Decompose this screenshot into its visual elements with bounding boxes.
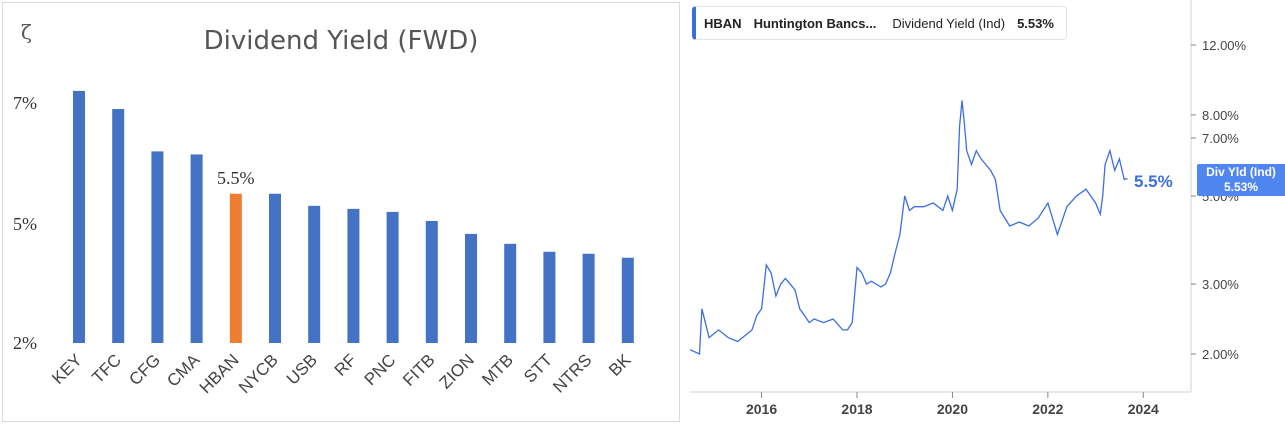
- x-tick-label: BK: [605, 350, 635, 380]
- x-tick-label: HBAN: [196, 350, 243, 397]
- bar-stt: [543, 251, 556, 343]
- tooltip-ticker: HBAN: [704, 15, 742, 31]
- bar-zion: [465, 233, 477, 343]
- bar-pnc: [386, 211, 399, 343]
- y-tick-label: 8.00%: [1202, 108, 1239, 123]
- bar-mtb: [504, 243, 517, 343]
- x-tick-label: USB: [283, 350, 321, 388]
- chart-tooltip: HBAN Huntington Bancs... Dividend Yield …: [692, 6, 1067, 40]
- bar-key: [73, 90, 85, 344]
- tooltip-metric: Dividend Yield (Ind): [892, 15, 1006, 31]
- x-tick-label: NTRS: [549, 350, 595, 396]
- x-tick-label: TFC: [88, 350, 125, 387]
- x-tick-label: 2016: [746, 401, 777, 417]
- end-value-label: 5.5%: [1134, 172, 1173, 191]
- current-value-badge: Div Yld (Ind) 5.53%: [1197, 164, 1285, 196]
- x-tick-label: 2018: [841, 401, 872, 417]
- y-tick-label: 12.00%: [1202, 38, 1247, 53]
- chart-title: Dividend Yield (FWD): [204, 26, 479, 56]
- x-tick-label: KEY: [48, 350, 85, 387]
- y-tick-label: 2%: [13, 333, 37, 353]
- data-label-hban: 5.5%: [217, 168, 255, 188]
- bar-nycb: [269, 193, 281, 343]
- bar-rf: [347, 208, 360, 343]
- corner-glyph: ζ: [21, 20, 32, 44]
- badge-title: Div Yld (Ind): [1206, 165, 1276, 179]
- x-tick-label: CFG: [125, 350, 164, 389]
- bar-bk: [621, 257, 634, 343]
- x-tick-label: FITB: [399, 350, 438, 389]
- bar-usb: [308, 205, 321, 343]
- bar-hban: [229, 193, 242, 343]
- y-tick-label: 7%: [13, 93, 37, 113]
- dividend-yield-bar-chart: ζ Dividend Yield (FWD) 7% 5% 2% KEY TFC CFG C…: [2, 2, 680, 422]
- x-tick-label: ZION: [436, 350, 478, 392]
- bar-tfc: [112, 109, 125, 343]
- x-tick-label: PNC: [361, 350, 400, 389]
- y-tick-label: 7.00%: [1202, 131, 1239, 146]
- tooltip-company: Huntington Bancs...: [753, 15, 877, 31]
- badge-value: 5.53%: [1223, 180, 1259, 194]
- bar-ntrs: [582, 253, 595, 343]
- y-tick-label: 3.00%: [1202, 277, 1239, 292]
- x-tick-label: 2020: [937, 401, 968, 417]
- tooltip-value: 5.53%: [1017, 15, 1054, 31]
- y-tick-label: 5%: [13, 214, 37, 234]
- x-tick-label: NYCB: [235, 350, 282, 397]
- x-tick-label: 2024: [1128, 401, 1159, 417]
- bar-chart-svg: ζ Dividend Yield (FWD) 7%5%2% KEY TFC CFG C…: [13, 20, 635, 397]
- x-tick-label: MTB: [478, 350, 517, 389]
- bar-cma: [190, 154, 203, 343]
- bar-cfg: [151, 151, 164, 343]
- x-tick-label: 2022: [1032, 401, 1063, 417]
- hban-dividend-yield-line-chart: HBAN Huntington Bancs... Dividend Yield …: [684, 0, 1285, 424]
- line-chart-svg: 12.00%8.00%7.00%5.00%3.00%2.00% 2016 2018…: [689, 0, 1247, 417]
- bar-fitb: [425, 220, 438, 343]
- dividend-yield-series-line: [689, 100, 1128, 355]
- x-tick-label: RF: [331, 350, 360, 379]
- y-tick-label: 2.00%: [1202, 347, 1239, 362]
